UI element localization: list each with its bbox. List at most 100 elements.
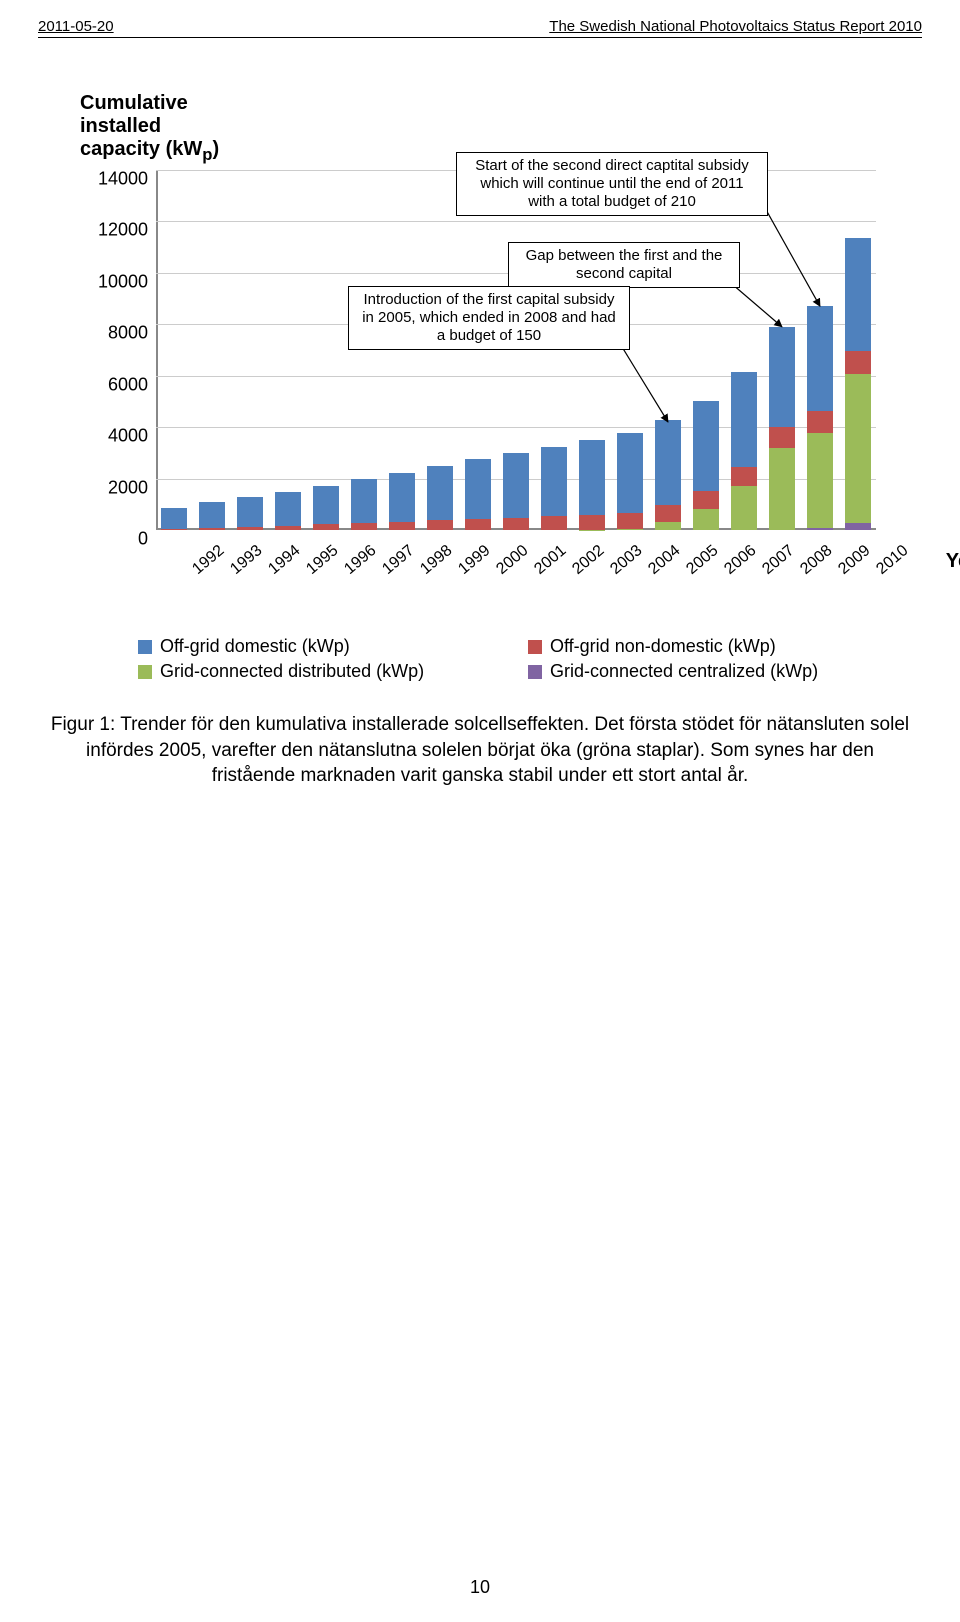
x-axis-title: Year [946, 550, 960, 573]
bar-seg-off_grid_non_domestic [617, 513, 643, 529]
legend-item: Grid-connected centralized (kWp) [528, 661, 918, 682]
bar-seg-off_grid_domestic [161, 508, 187, 529]
bar-seg-grid_connected_distributed [769, 448, 795, 530]
callout-box: Gap between the first and the second cap… [508, 242, 740, 288]
y-tick: 2000 [108, 477, 156, 498]
bar-1992 [161, 508, 187, 530]
bar-seg-off_grid_domestic [199, 502, 225, 528]
bar-1996 [313, 486, 339, 530]
callout-box: Introduction of the first capital subsid… [348, 286, 630, 350]
x-label: 1997 [379, 542, 418, 579]
bar-seg-off_grid_domestic [275, 492, 301, 525]
bar-seg-off_grid_non_domestic [693, 491, 719, 510]
bar-seg-off_grid_domestic [465, 459, 491, 519]
y-tick: 6000 [108, 374, 156, 395]
bar-seg-grid_connected_distributed [845, 374, 871, 523]
bar-seg-grid_connected_distributed [579, 530, 605, 531]
bar-seg-off_grid_domestic [579, 440, 605, 515]
bar-seg-off_grid_domestic [237, 497, 263, 527]
bar-2002 [541, 447, 567, 530]
bar-seg-off_grid_non_domestic [465, 519, 491, 530]
bar-2007 [731, 372, 757, 530]
x-label: 1998 [417, 542, 456, 579]
y-tick: 8000 [108, 323, 156, 344]
bar-seg-grid_connected_distributed [807, 433, 833, 528]
bar-seg-off_grid_non_domestic [427, 520, 453, 530]
y-tick: 0 [138, 529, 156, 550]
bar-1997 [351, 479, 377, 530]
header-rule [38, 37, 922, 38]
bar-2005 [655, 420, 681, 530]
bar-2004 [617, 433, 643, 530]
x-label: 2007 [759, 542, 798, 579]
bar-seg-off_grid_non_domestic [313, 524, 339, 530]
bar-seg-off_grid_domestic [503, 453, 529, 517]
y-tick: 12000 [98, 220, 156, 241]
legend-item: Grid-connected distributed (kWp) [138, 661, 528, 682]
bar-seg-grid_connected_distributed [693, 509, 719, 530]
bar-seg-grid_connected_centralized [807, 528, 833, 530]
bar-seg-off_grid_non_domestic [731, 467, 757, 487]
bar-seg-off_grid_domestic [655, 420, 681, 505]
legend-label: Grid-connected distributed (kWp) [160, 661, 424, 682]
bar-seg-off_grid_domestic [351, 479, 377, 523]
x-label: 1993 [227, 542, 266, 579]
bar-2001 [503, 453, 529, 530]
figure-caption: Figur 1: Trender för den kumulativa inst… [38, 712, 922, 789]
bar-2008 [769, 327, 795, 530]
bar-seg-off_grid_non_domestic [275, 526, 301, 530]
bar-seg-off_grid_non_domestic [807, 411, 833, 433]
bar-seg-off_grid_domestic [313, 486, 339, 525]
bar-seg-off_grid_non_domestic [351, 523, 377, 530]
bar-seg-off_grid_non_domestic [579, 515, 605, 530]
bar-seg-off_grid_domestic [427, 466, 453, 520]
bar-seg-off_grid_domestic [845, 238, 871, 351]
bar-seg-off_grid_domestic [617, 433, 643, 513]
x-label: 1999 [455, 542, 494, 579]
bar-seg-off_grid_domestic [769, 327, 795, 427]
bar-1995 [275, 492, 301, 530]
bar-seg-off_grid_non_domestic [503, 518, 529, 530]
header-title: The Swedish National Photovoltaics Statu… [549, 18, 922, 35]
bar-seg-off_grid_non_domestic [389, 522, 415, 530]
bar-seg-off_grid_domestic [541, 447, 567, 516]
x-label: 2005 [683, 542, 722, 579]
x-label: 2008 [797, 542, 836, 579]
x-axis-labels: 1992199319941995199619971998199920002001… [156, 536, 876, 596]
legend-swatch [528, 665, 542, 679]
y-axis [156, 170, 158, 530]
bar-1993 [199, 502, 225, 530]
bar-seg-off_grid_non_domestic [161, 529, 187, 530]
y-tick: 14000 [98, 169, 156, 190]
bar-seg-off_grid_non_domestic [199, 528, 225, 530]
bar-seg-off_grid_non_domestic [237, 527, 263, 530]
page-number: 10 [0, 1577, 960, 1598]
bar-seg-grid_connected_distributed [617, 529, 643, 530]
x-label: 2004 [645, 542, 684, 579]
bar-seg-off_grid_non_domestic [845, 351, 871, 374]
x-label: 1992 [189, 542, 228, 579]
x-label: 2002 [569, 542, 608, 579]
x-label: 1995 [303, 542, 342, 579]
bar-1998 [389, 473, 415, 530]
x-label: 1994 [265, 542, 304, 579]
bar-seg-off_grid_domestic [693, 401, 719, 491]
y-axis-title: Cumulativeinstalledcapacity (kWp) [80, 92, 219, 164]
bar-2010 [845, 238, 871, 530]
x-label: 2003 [607, 542, 646, 579]
header-date: 2011-05-20 [38, 18, 114, 35]
bar-seg-off_grid_non_domestic [769, 427, 795, 448]
page-header: 2011-05-20 The Swedish National Photovol… [38, 18, 922, 35]
bar-seg-off_grid_domestic [389, 473, 415, 522]
y-tick: 10000 [98, 271, 156, 292]
bar-seg-grid_connected_distributed [731, 486, 757, 530]
x-label: 2001 [531, 542, 570, 579]
callout-box: Start of the second direct captital subs… [456, 152, 768, 216]
bar-seg-off_grid_non_domestic [541, 516, 567, 530]
bar-seg-grid_connected_centralized [845, 523, 871, 530]
legend-swatch [138, 665, 152, 679]
x-label: 2010 [873, 542, 912, 579]
bar-seg-off_grid_domestic [807, 306, 833, 411]
bar-2006 [693, 401, 719, 530]
y-tick: 4000 [108, 426, 156, 447]
